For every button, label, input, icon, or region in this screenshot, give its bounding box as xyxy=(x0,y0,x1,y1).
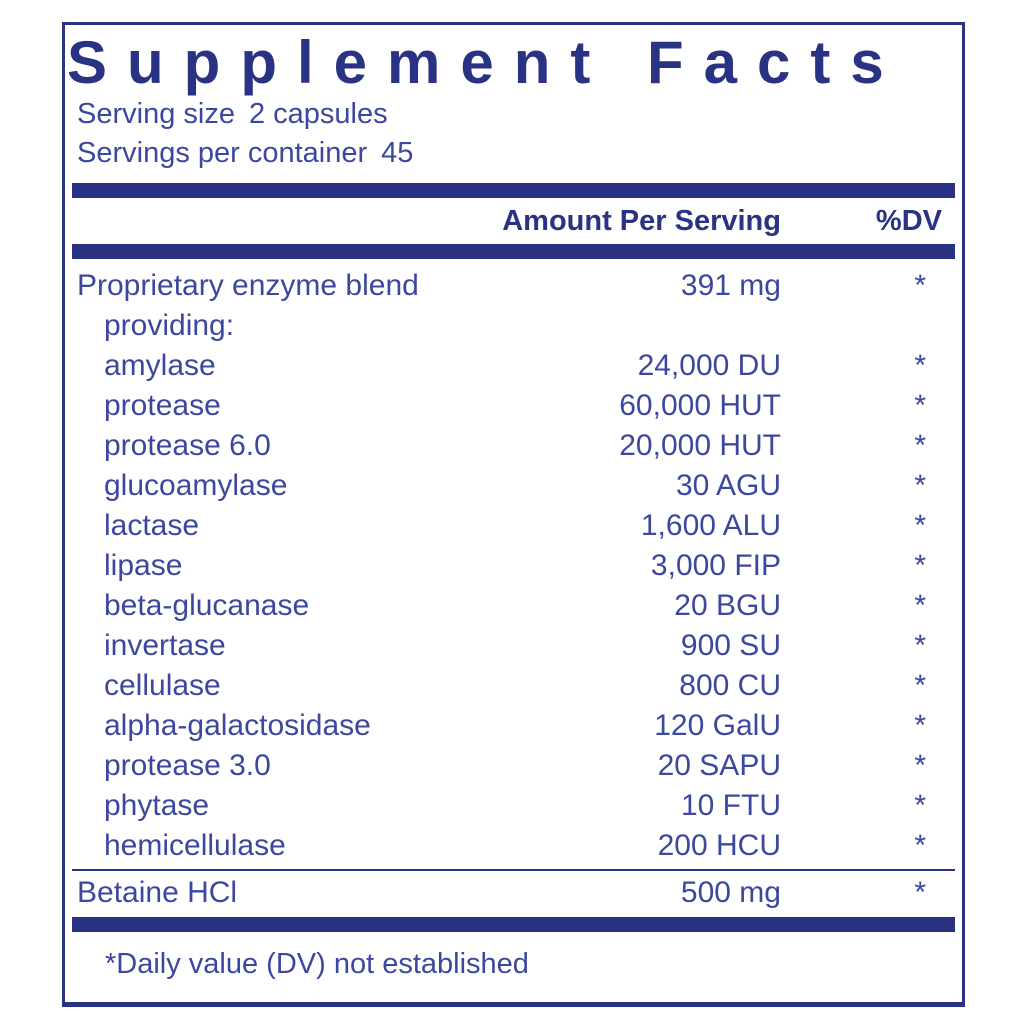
ingredient-amount: 3,000 FIP xyxy=(650,549,781,582)
ingredient-amount: 800 CU xyxy=(679,669,781,702)
divider-bar-thick-top xyxy=(72,183,955,198)
servings-per-container-label: Servings per container xyxy=(77,137,368,169)
serving-size-line: Serving size 2 capsules xyxy=(77,95,962,134)
ingredient-dv: * xyxy=(914,389,926,422)
ingredient-rows: Proprietary enzyme blend 391 mg * provid… xyxy=(65,266,962,866)
ingredient-name: providing: xyxy=(104,309,235,342)
ingredient-name: lactase xyxy=(104,509,200,542)
ingredient-dv: * xyxy=(914,629,926,662)
table-row: protease 6.0 20,000 HUT * xyxy=(77,426,942,466)
column-header-amount: Amount Per Serving xyxy=(502,205,781,237)
ingredient-dv: * xyxy=(914,429,926,462)
ingredient-dv: * xyxy=(914,709,926,742)
ingredient-amount: 60,000 HUT xyxy=(619,389,781,422)
ingredient-amount: 900 SU xyxy=(680,629,781,662)
ingredient-dv: * xyxy=(914,669,926,702)
footnote: *Daily value (DV) not established xyxy=(105,948,529,980)
ingredient-amount: 1,600 ALU xyxy=(640,509,781,542)
ingredient-dv: * xyxy=(914,349,926,382)
ingredient-name: alpha-galactosidase xyxy=(104,709,371,742)
table-row: hemicellulase 200 HCU * xyxy=(77,826,942,866)
ingredient-amount: 20 SAPU xyxy=(657,749,781,782)
supplement-facts-panel: Supplement Facts Serving size 2 capsules … xyxy=(62,22,965,1007)
ingredient-amount: 20 BGU xyxy=(674,589,781,622)
ingredient-name: Proprietary enzyme blend xyxy=(77,269,419,302)
table-row: lipase 3,000 FIP * xyxy=(77,546,942,586)
ingredient-dv: * xyxy=(914,829,926,862)
table-row: providing: xyxy=(77,306,942,346)
servings-per-container-line: Servings per container 45 xyxy=(77,134,962,173)
ingredient-amount: 500 mg xyxy=(680,876,781,909)
ingredient-amount: 391 mg xyxy=(680,269,781,302)
ingredient-name: beta-glucanase xyxy=(104,589,310,622)
ingredient-name: glucoamylase xyxy=(104,469,288,502)
ingredient-name: protease xyxy=(104,389,221,422)
table-row: amylase 24,000 DU * xyxy=(77,346,942,386)
ingredient-name: protease 6.0 xyxy=(104,429,271,462)
ingredient-name: protease 3.0 xyxy=(104,749,271,782)
divider-bar-thick-bottom xyxy=(72,917,955,932)
ingredient-amount: 10 FTU xyxy=(680,789,781,822)
table-row: lactase 1,600 ALU * xyxy=(77,506,942,546)
ingredient-amount: 30 AGU xyxy=(675,469,781,502)
ingredient-amount: 200 HCU xyxy=(657,829,781,862)
table-row: protease 3.0 20 SAPU * xyxy=(77,746,942,786)
table-row: beta-glucanase 20 BGU * xyxy=(77,586,942,626)
ingredient-dv: * xyxy=(914,876,926,909)
table-row: phytase 10 FTU * xyxy=(77,786,942,826)
ingredient-dv: * xyxy=(914,749,926,782)
ingredient-name: lipase xyxy=(104,549,183,582)
ingredient-dv: * xyxy=(914,549,926,582)
ingredient-dv: * xyxy=(914,509,926,542)
serving-size-value: 2 capsules xyxy=(248,98,388,130)
serving-size-label: Serving size xyxy=(77,98,235,130)
table-row: invertase 900 SU * xyxy=(77,626,942,666)
table-row-betaine: Betaine HCl 500 mg * xyxy=(77,871,942,915)
ingredient-name: invertase xyxy=(104,629,226,662)
ingredient-name: cellulase xyxy=(104,669,221,702)
column-header-dv: %DV xyxy=(875,205,942,237)
ingredient-name: amylase xyxy=(104,349,216,382)
divider-line-thin xyxy=(72,869,955,871)
ingredient-name: phytase xyxy=(104,789,210,822)
ingredient-dv: * xyxy=(914,269,926,302)
table-row: cellulase 800 CU * xyxy=(77,666,942,706)
divider-bar-thick-header xyxy=(72,244,955,259)
panel-title: Supplement Facts xyxy=(67,29,904,96)
ingredient-dv: * xyxy=(914,469,926,502)
ingredient-dv: * xyxy=(914,589,926,622)
ingredient-amount: 24,000 DU xyxy=(637,349,781,382)
ingredient-name: hemicellulase xyxy=(104,829,286,862)
table-row: Proprietary enzyme blend 391 mg * xyxy=(77,266,942,306)
servings-per-container-value: 45 xyxy=(381,137,414,169)
table-row: glucoamylase 30 AGU * xyxy=(77,466,942,506)
table-row: alpha-galactosidase 120 GalU * xyxy=(77,706,942,746)
table-row: protease 60,000 HUT * xyxy=(77,386,942,426)
ingredient-dv: * xyxy=(914,789,926,822)
column-header-row: Amount Per Serving %DV xyxy=(77,198,942,244)
ingredient-name: Betaine HCl xyxy=(77,876,238,909)
ingredient-amount: 120 GalU xyxy=(654,709,781,742)
ingredient-amount: 20,000 HUT xyxy=(619,429,781,462)
